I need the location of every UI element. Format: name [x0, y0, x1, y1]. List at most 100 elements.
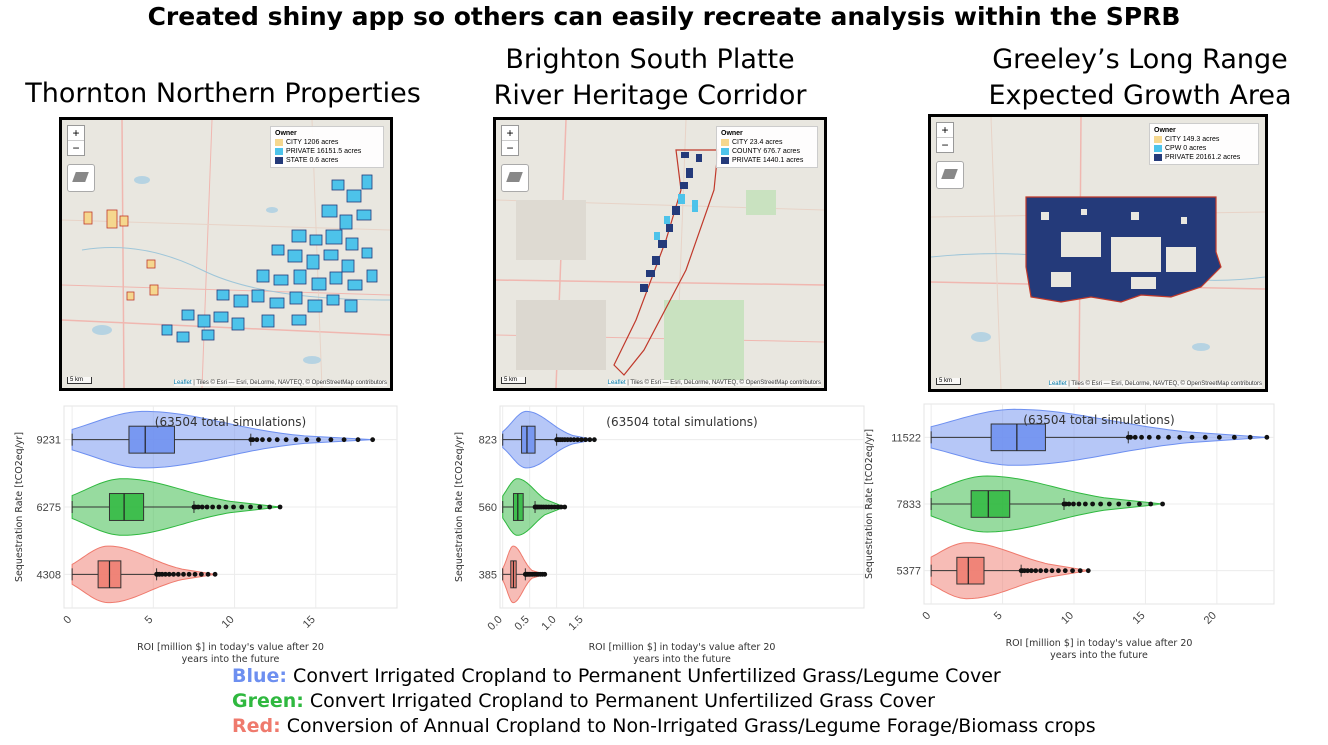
outlier-point: [1132, 434, 1138, 440]
key-label: Red:: [232, 715, 281, 737]
panel-title-line: River Heritage Corridor: [493, 80, 807, 111]
leaflet-link[interactable]: Leaflet: [173, 380, 192, 386]
y-tick-label: 7833: [897, 499, 921, 511]
outlier-point: [1049, 568, 1055, 574]
x-tick-label: 1.5: [566, 614, 585, 633]
legend-label: CITY 1206 acres: [286, 139, 339, 146]
legend-label: CITY 23.4 acres: [732, 139, 783, 146]
outlier-point: [248, 504, 253, 510]
outlier-point: [1177, 434, 1183, 440]
y-axis-label: Sequestration Rate [tCO2eq/yr]: [14, 432, 25, 582]
legend-item: STATE 0.6 acres: [275, 156, 379, 165]
legend-label: CITY 149.3 acres: [1165, 136, 1220, 143]
outlier-point: [283, 437, 289, 443]
zoom-out-button[interactable]: −: [941, 138, 949, 152]
layers-icon[interactable]: [936, 161, 964, 189]
map-attribution: Leaflet | Tiles © Esri — Esri, DeLorme, …: [1048, 381, 1262, 387]
panel-title-line: Brighton South Platte: [505, 44, 795, 75]
outlier-point: [583, 437, 588, 443]
outlier-point: [293, 437, 299, 443]
outlier-point: [166, 571, 172, 577]
zoom-in-button[interactable]: +: [937, 123, 953, 138]
attribution-text: | Tiles © Esri — Esri, DeLorme, NAVTEQ, …: [625, 380, 821, 386]
zoom-out-button[interactable]: −: [506, 141, 514, 155]
map-greeley[interactable]: + − Owner CITY 149.3 acres CPW 0 acres P…: [928, 114, 1268, 392]
outlier-point: [171, 571, 176, 577]
panel-title-line: Thornton Northern Properties: [25, 78, 421, 109]
panel-title-greeley: Greeley’s Long Range Expected Growth Are…: [960, 42, 1320, 114]
outlier-point: [277, 504, 283, 510]
map-legend: Owner CITY 1206 acres PRIVATE 16151.5 ac…: [270, 126, 384, 168]
x-tick-label: 0: [61, 614, 74, 627]
outlier-point: [1160, 501, 1165, 507]
simulation-count: (63504 total simulations): [1023, 413, 1174, 427]
legend-title: Owner: [275, 130, 297, 137]
attribution-text: | Tiles © Esri — Esri, DeLorme, NAVTEQ, …: [191, 380, 387, 386]
outlier-point: [250, 437, 256, 443]
zoom-out-button[interactable]: −: [72, 141, 80, 155]
legend-label: STATE 0.6 acres: [286, 157, 339, 164]
outlier-point: [1098, 501, 1104, 507]
box: [108, 493, 145, 521]
box: [521, 425, 536, 454]
outlier-point: [260, 437, 265, 443]
outlier-point: [210, 504, 216, 510]
outlier-point: [204, 504, 210, 510]
outlier-point: [1202, 434, 1208, 440]
color-key: Blue: Convert Irrigated Cropland to Perm…: [232, 664, 1096, 739]
outlier-point: [205, 571, 211, 577]
layers-icon[interactable]: [67, 164, 95, 192]
outlier-point: [591, 437, 597, 443]
y-tick-label: 9231: [37, 435, 61, 447]
legend-title: Owner: [1154, 127, 1176, 134]
key-text: Conversion of Annual Cropland to Non-Irr…: [280, 715, 1096, 737]
outlier-point: [195, 504, 201, 510]
scale-bar: 5 km: [936, 378, 962, 385]
outlier-point: [192, 571, 198, 577]
x-tick-label: 15: [1130, 610, 1147, 627]
outlier-point: [1056, 568, 1061, 574]
x-axis-label: ROI [million $] in today's value after 2…: [1006, 638, 1193, 649]
outlier-point: [199, 504, 205, 510]
scale-bar: 5 km: [67, 377, 93, 384]
map-thornton[interactable]: + − Owner CITY 1206 acres PRIVATE 16151.…: [59, 117, 393, 391]
box: [128, 425, 175, 454]
layers-icon[interactable]: [501, 164, 529, 192]
outlier-point: [1082, 501, 1088, 507]
outlier-point: [181, 571, 186, 577]
map-brighton[interactable]: + − Owner CITY 23.4 acres COUNTY 676.7 a…: [493, 117, 827, 391]
outlier-point: [568, 437, 574, 443]
outlier-point: [1076, 501, 1082, 507]
outlier-point: [579, 437, 584, 443]
x-tick-label: 0.0: [486, 614, 505, 633]
outlier-point: [1071, 501, 1076, 507]
leaflet-link[interactable]: Leaflet: [607, 380, 626, 386]
zoom-in-button[interactable]: +: [68, 126, 84, 141]
zoom-control: + −: [936, 122, 954, 153]
box: [990, 423, 1046, 452]
outlier-point: [1189, 434, 1195, 440]
outlier-point: [571, 437, 577, 443]
map-legend: Owner CITY 23.4 acres COUNTY 676.7 acres…: [716, 126, 818, 168]
y-axis-label: Sequestration Rate [tCO2eq/yr]: [864, 429, 875, 579]
outlier-point: [1038, 568, 1044, 574]
simulation-count: (63504 total simulations): [606, 415, 757, 429]
legend-title: Owner: [721, 130, 743, 137]
y-tick-label: 560: [479, 502, 497, 514]
map-basemap: [931, 117, 1265, 389]
outlier-point: [562, 504, 568, 510]
leaflet-link[interactable]: Leaflet: [1048, 381, 1067, 387]
zoom-control: + −: [67, 125, 85, 156]
zoom-in-button[interactable]: +: [502, 126, 518, 141]
outlier-point: [254, 437, 260, 443]
x-axis-label-line2: years into the future: [182, 654, 280, 665]
key-text: Convert Irrigated Cropland to Permanent …: [303, 690, 935, 712]
panel-title-thornton: Thornton Northern Properties: [0, 76, 446, 112]
legend-item: CITY 1206 acres: [275, 138, 379, 147]
slide-title: Created shiny app so others can easily r…: [147, 2, 1181, 31]
outlier-point: [1146, 434, 1152, 440]
outlier-point: [1106, 501, 1112, 507]
y-tick-label: 385: [479, 569, 497, 581]
outlier-point: [1148, 501, 1154, 507]
outlier-point: [1028, 568, 1034, 574]
